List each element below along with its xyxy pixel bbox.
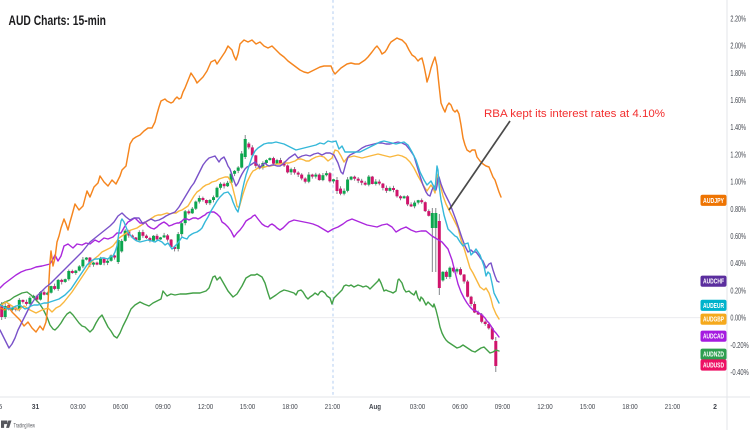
svg-text:12:00: 12:00: [537, 404, 553, 411]
svg-text:18:00: 18:00: [622, 404, 638, 411]
svg-text:18:00: 18:00: [282, 404, 298, 411]
svg-text:AUD Charts: 15-min: AUD Charts: 15-min: [9, 13, 107, 28]
svg-text:1.80%: 1.80%: [730, 69, 746, 78]
svg-text:45: 45: [0, 404, 2, 411]
svg-text:2: 2: [713, 404, 717, 411]
svg-text:TradingView: TradingView: [14, 422, 36, 429]
svg-text:AUDUSD: AUDUSD: [703, 361, 724, 370]
svg-text:0.40%: 0.40%: [730, 259, 746, 268]
svg-text:09:00: 09:00: [155, 404, 171, 411]
svg-text:AUDCHF: AUDCHF: [703, 277, 724, 286]
svg-text:03:00: 03:00: [410, 404, 426, 411]
svg-text:1.60%: 1.60%: [730, 96, 746, 105]
svg-text:-0.40%: -0.40%: [730, 368, 748, 377]
svg-text:15:00: 15:00: [240, 404, 256, 411]
svg-text:0.80%: 0.80%: [730, 205, 746, 214]
svg-text:15:00: 15:00: [580, 404, 596, 411]
svg-text:21:00: 21:00: [665, 404, 681, 411]
svg-text:AUDCAD: AUDCAD: [703, 332, 724, 341]
svg-text:1.20%: 1.20%: [730, 150, 746, 159]
svg-text:06:00: 06:00: [452, 404, 468, 411]
svg-text:AUDGBP: AUDGBP: [703, 315, 724, 324]
svg-text:AUDNZD: AUDNZD: [703, 350, 724, 359]
svg-text:0.60%: 0.60%: [730, 232, 746, 241]
svg-text:31: 31: [32, 404, 40, 411]
svg-text:06:00: 06:00: [113, 404, 129, 411]
svg-text:0.20%: 0.20%: [730, 286, 746, 295]
svg-text:RBA kept its interest rates at: RBA kept its interest rates at 4.10%: [484, 108, 665, 120]
svg-text:12:00: 12:00: [198, 404, 214, 411]
svg-text:1.00%: 1.00%: [730, 178, 746, 187]
svg-text:2.20%: 2.20%: [730, 14, 746, 23]
svg-text:AUDEUR: AUDEUR: [703, 301, 725, 310]
svg-text:21:00: 21:00: [325, 404, 341, 411]
svg-text:-0.20%: -0.20%: [730, 341, 748, 350]
svg-text:0.00%: 0.00%: [730, 314, 746, 323]
svg-text:AUDJPY: AUDJPY: [703, 196, 724, 205]
svg-text:03:00: 03:00: [70, 404, 86, 411]
svg-text:2.00%: 2.00%: [730, 42, 746, 51]
svg-text:1.40%: 1.40%: [730, 123, 746, 132]
svg-text:Aug: Aug: [369, 404, 381, 411]
svg-text:09:00: 09:00: [495, 404, 511, 411]
